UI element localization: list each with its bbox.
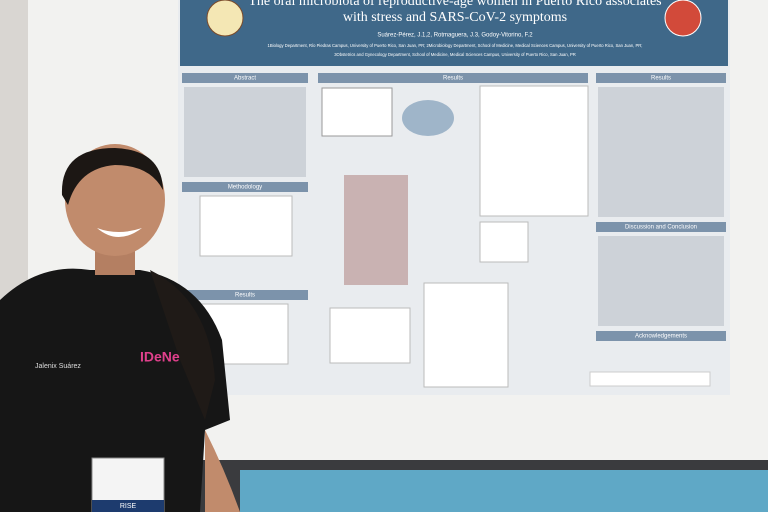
section-header [318,73,588,83]
section-header [596,331,726,341]
figure [479,221,529,263]
section-title: Results [651,76,671,82]
floor-display [240,470,768,512]
section-header [182,182,308,192]
poster-affiliations: 1Biology Department, Río Piedras Campus,… [268,43,643,48]
poster-affiliations: 3Obstetrics and Gynecology Department, S… [334,52,576,57]
smile [97,228,142,237]
logo [206,0,244,37]
section-header [596,222,726,232]
figure [479,85,589,217]
hair [150,270,215,420]
text-block [184,87,306,177]
figure [402,100,454,136]
section-header [182,290,308,300]
poster-title: The oral microbiota of reproductive-age … [248,0,661,9]
badge-text: RISE [120,503,137,510]
figure [199,195,293,257]
poster-title: with stress and SARS-CoV-2 symptoms [343,10,567,25]
section-title: Abstract [234,76,256,82]
heatmap [344,175,408,285]
section-header [596,73,726,83]
section-title: Results [235,293,255,299]
arm [205,430,240,512]
sponsor-logos [589,371,711,387]
shirt-name: Jalenix Suárez [35,363,81,370]
figure [321,87,393,137]
section-title: Discussion and Conclusion [625,225,697,231]
figure [423,282,509,388]
poster-authors: Suárez-Pérez, J.1,2, Rotmaguera, J.3, Go… [377,33,533,39]
text-block [598,236,724,326]
poster-header [180,0,728,66]
figure [329,307,411,364]
shirt-logo: IDeNe [140,349,180,365]
section-header [182,73,308,83]
logo [664,0,702,37]
hair [61,148,163,205]
section-title: Results [443,76,463,82]
section-title: Methodology [228,185,262,191]
text-block [598,87,724,217]
badge-band [92,500,164,512]
section-title: Acknowledgements [635,334,687,340]
